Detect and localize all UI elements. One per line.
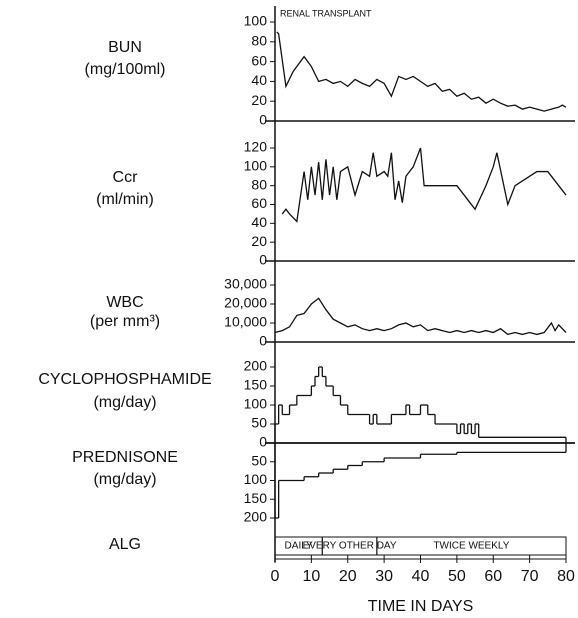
y-tick-label: 150 (244, 490, 268, 506)
y-tick-label: 60 (251, 52, 267, 68)
data-line (276, 31, 567, 112)
data-line (281, 147, 567, 223)
y-tick-label: 80 (251, 176, 267, 192)
alg-label: EVERY OTHER DAY (303, 541, 397, 552)
y-tick-label: 10,000 (224, 314, 267, 330)
y-tick-label: 20 (251, 92, 267, 108)
y-tick-label: 40 (251, 72, 267, 88)
y-tick-label: 20,000 (224, 295, 267, 311)
y-tick-label: 200 (244, 358, 268, 374)
data-line (274, 297, 567, 336)
y-tick-label: 150 (244, 377, 268, 393)
x-tick-label: 40 (412, 568, 430, 585)
panel-title: CYCLOPHOSPHAMIDE (38, 371, 211, 388)
panel-title: PREDNISONE (72, 449, 178, 466)
y-tick-label: 120 (244, 139, 268, 155)
panel-subtitle: (mg/day) (93, 394, 156, 411)
panel-title: BUN (108, 39, 142, 56)
y-tick-label: 0 (259, 112, 267, 128)
panel-subtitle: (ml/min) (96, 191, 154, 208)
alg-label: DAILY (285, 541, 313, 552)
panel-title: WBC (106, 294, 143, 311)
panel-subtitle: (mg/100ml) (85, 61, 166, 78)
panel-subtitle: (mg/day) (93, 471, 156, 488)
y-tick-label: 30,000 (224, 276, 267, 292)
y-tick-label: 100 (244, 13, 268, 29)
y-tick-label: 0 (259, 434, 267, 450)
panel-title: Ccr (113, 169, 139, 186)
y-tick-label: 200 (244, 509, 268, 525)
x-axis-label: TIME IN DAYS (368, 598, 474, 615)
x-tick-label: 50 (448, 568, 466, 585)
x-tick-label: 30 (375, 568, 393, 585)
alg-label: TWICE WEEKLY (433, 541, 509, 552)
y-tick-label: 80 (251, 33, 267, 49)
y-tick-label: 100 (244, 158, 268, 174)
y-tick-label: 100 (244, 396, 268, 412)
x-tick-label: 70 (521, 568, 539, 585)
alg-segment (376, 536, 567, 556)
y-tick-label: 0 (259, 252, 267, 268)
x-tick-label: 60 (484, 568, 502, 585)
y-tick-label: 50 (251, 452, 267, 468)
panel-subtitle: (per mm³) (90, 313, 160, 330)
y-tick-label: 60 (251, 195, 267, 211)
annotation: RENAL TRANSPLANT (280, 8, 372, 18)
y-tick-label: 40 (251, 214, 267, 230)
x-tick-label: 20 (339, 568, 357, 585)
panel-title: ALG (109, 536, 141, 553)
y-tick-label: 20 (251, 233, 267, 249)
y-tick-label: 50 (251, 415, 267, 431)
x-tick-label: 0 (271, 568, 280, 585)
y-tick-label: 0 (259, 333, 267, 349)
x-tick-label: 80 (557, 568, 575, 585)
y-tick-label: 100 (244, 471, 268, 487)
x-tick-label: 10 (302, 568, 320, 585)
